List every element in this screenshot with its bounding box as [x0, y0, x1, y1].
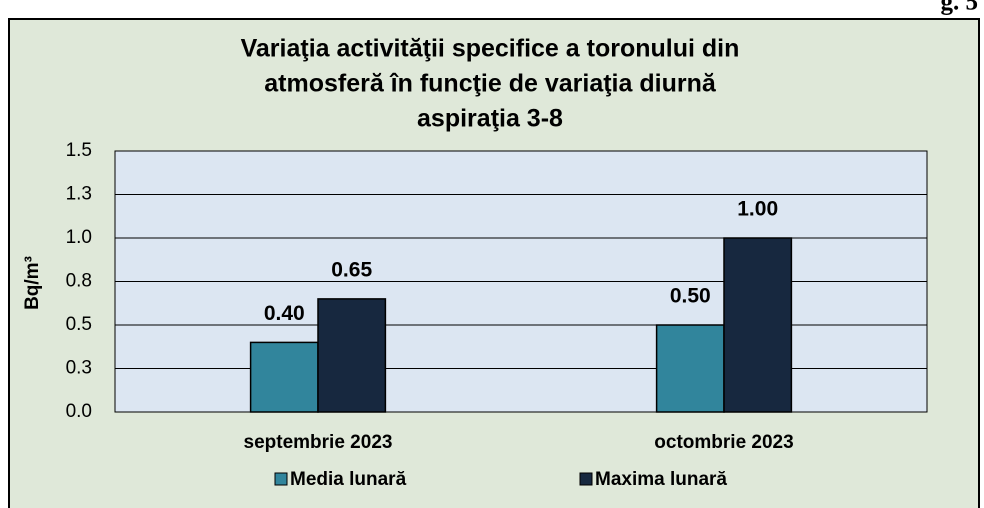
data-label: 0.40 [264, 302, 305, 325]
legend-label: Media lunară [290, 469, 407, 490]
legend-swatch [579, 472, 593, 486]
bar [249, 341, 319, 413]
y-tick-label: 0.3 [66, 358, 92, 379]
chart-title: atmosferă în funcţie de variaţia diurnă [264, 70, 717, 98]
x-tick-label: octombrie 2023 [654, 432, 793, 453]
y-tick-label: 1.0 [66, 227, 92, 248]
bar [723, 237, 793, 413]
data-label: 0.50 [670, 285, 711, 308]
y-tick-label: 1.5 [66, 140, 92, 161]
legend-swatch [274, 472, 288, 486]
y-tick-label: 0.5 [66, 314, 92, 335]
legend-label: Maxima lunară [595, 469, 727, 490]
y-tick-label: 0.8 [66, 271, 92, 292]
bar [317, 298, 387, 413]
chart-title: aspiraţia 3-8 [417, 105, 563, 133]
figure-label: g. 5 [941, 0, 979, 16]
y-axis-label: Bq/m³ [22, 256, 43, 310]
x-tick-label: septembrie 2023 [244, 432, 393, 453]
data-label: 0.65 [331, 258, 372, 281]
y-tick-label: 0.0 [66, 401, 92, 422]
y-tick-label: 1.3 [66, 184, 92, 205]
bar [655, 324, 725, 413]
data-label: 1.00 [737, 198, 778, 221]
chart-title: Variaţia activităţii specifice a toronul… [241, 35, 740, 63]
